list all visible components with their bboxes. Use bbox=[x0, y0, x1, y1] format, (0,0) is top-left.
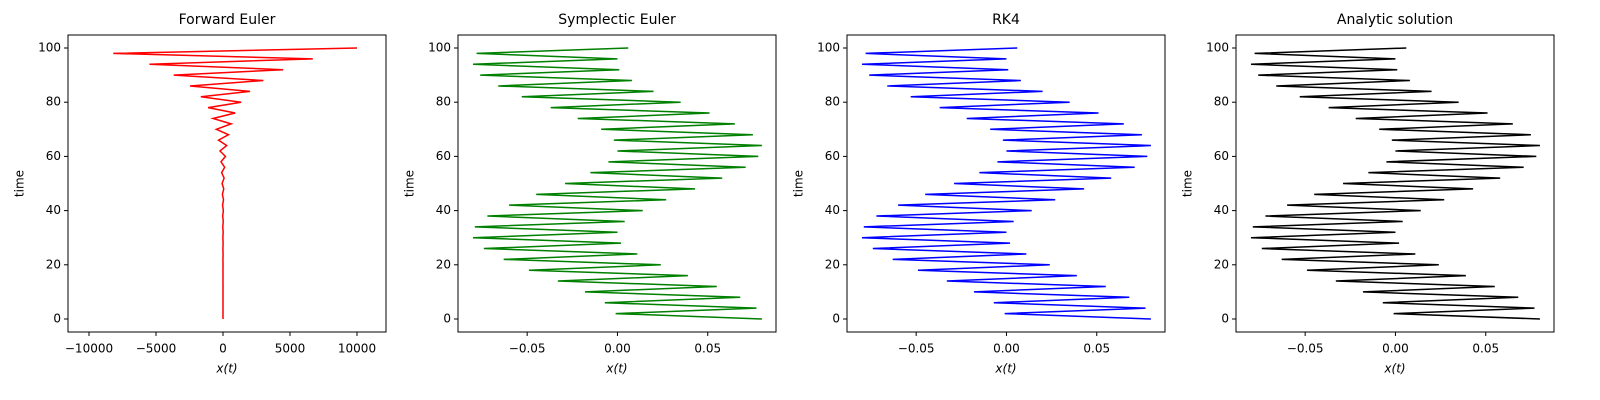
x-axis-label: x(t) bbox=[215, 362, 237, 376]
y-tick-label: 20 bbox=[825, 257, 840, 271]
y-tick-label: 20 bbox=[436, 257, 451, 271]
y-tick-label: 60 bbox=[436, 149, 451, 163]
data-line bbox=[1250, 47, 1540, 320]
y-axis-label: time bbox=[1181, 170, 1195, 197]
y-tick-label: 40 bbox=[825, 203, 840, 217]
x-tick-label: 0.05 bbox=[1472, 342, 1499, 356]
chart-title: Forward Euler bbox=[179, 12, 276, 28]
y-tick-label: 0 bbox=[443, 311, 451, 325]
y-tick-label: 80 bbox=[1214, 95, 1229, 109]
x-tick-label: 0.00 bbox=[993, 342, 1020, 356]
x-tick-label: −5000 bbox=[136, 342, 177, 356]
y-tick-label: 100 bbox=[428, 41, 451, 55]
x-tick-label: 0.00 bbox=[1382, 342, 1409, 356]
y-tick-label: 80 bbox=[825, 95, 840, 109]
x-tick-label: 0.00 bbox=[604, 342, 631, 356]
y-tick-label: 20 bbox=[1214, 257, 1229, 271]
y-tick-label: 60 bbox=[46, 149, 61, 163]
data-line bbox=[861, 47, 1151, 320]
y-tick-label: 60 bbox=[825, 149, 840, 163]
axes-frame bbox=[457, 34, 777, 333]
y-tick-label: 40 bbox=[46, 203, 61, 217]
chart-title: Symplectic Euler bbox=[558, 12, 676, 28]
y-tick-label: 0 bbox=[53, 311, 61, 325]
x-tick-label: 0.05 bbox=[1083, 342, 1110, 356]
chart-title: Analytic solution bbox=[1337, 12, 1453, 28]
y-axis-label: time bbox=[13, 170, 27, 197]
x-tick-label: 0.05 bbox=[694, 342, 721, 356]
y-tick-label: 80 bbox=[46, 95, 61, 109]
y-tick-label: 80 bbox=[436, 95, 451, 109]
x-axis-label: x(t) bbox=[994, 362, 1016, 376]
y-axis-label: time bbox=[403, 170, 417, 197]
data-line bbox=[472, 47, 762, 320]
y-tick-label: 60 bbox=[1214, 149, 1229, 163]
x-tick-label: 10000 bbox=[338, 342, 376, 356]
y-tick-label: 40 bbox=[436, 203, 451, 217]
data-line bbox=[113, 47, 358, 319]
x-tick-label: −10000 bbox=[65, 342, 113, 356]
x-tick-label: −0.05 bbox=[1287, 342, 1324, 356]
x-axis-label: x(t) bbox=[1383, 362, 1405, 376]
x-axis-label: x(t) bbox=[605, 362, 627, 376]
axes-frame bbox=[846, 34, 1166, 333]
x-tick-label: −0.05 bbox=[898, 342, 935, 356]
axes-frame bbox=[67, 34, 387, 333]
y-tick-label: 20 bbox=[46, 257, 61, 271]
chart-title: RK4 bbox=[992, 12, 1020, 28]
x-tick-label: 5000 bbox=[275, 342, 306, 356]
y-tick-label: 0 bbox=[832, 311, 840, 325]
y-axis-label: time bbox=[792, 170, 806, 197]
axes-frame bbox=[1235, 34, 1555, 333]
y-tick-label: 100 bbox=[1206, 41, 1229, 55]
x-tick-label: −0.05 bbox=[509, 342, 546, 356]
y-tick-label: 0 bbox=[1221, 311, 1229, 325]
x-tick-label: 0 bbox=[219, 342, 227, 356]
y-tick-label: 100 bbox=[817, 41, 840, 55]
y-tick-label: 100 bbox=[38, 41, 61, 55]
y-tick-label: 40 bbox=[1214, 203, 1229, 217]
